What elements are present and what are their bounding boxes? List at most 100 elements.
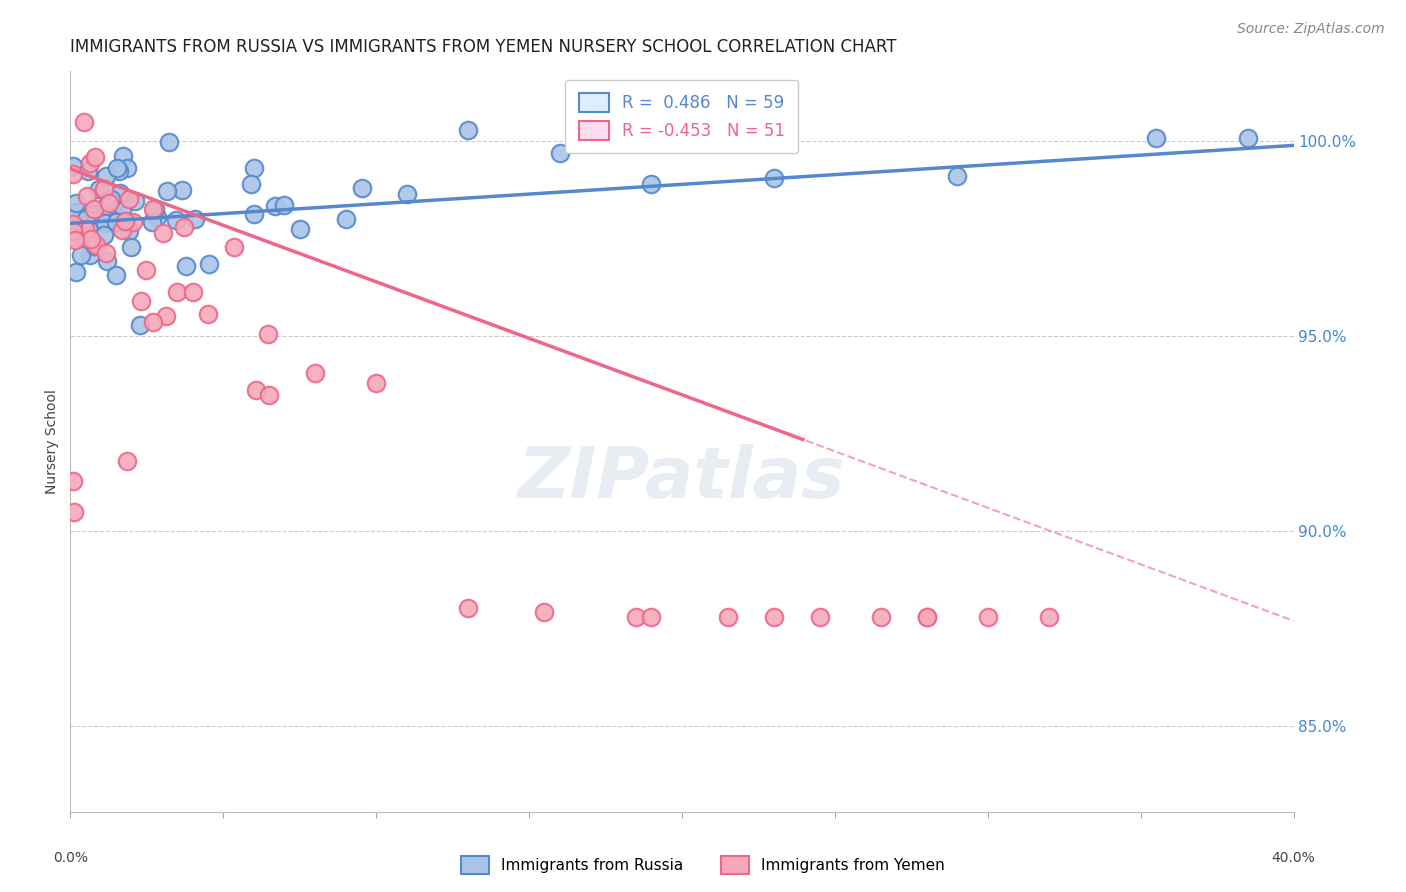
Point: [93, 182, 115, 196]
Point: [93, 228, 115, 243]
Point: [80, 232, 103, 246]
Point: [240, 177, 263, 191]
Point: [242, 207, 264, 221]
Point: [1236, 130, 1258, 145]
Point: [548, 146, 571, 161]
Point: [257, 388, 280, 402]
Point: [111, 223, 134, 237]
Point: [107, 163, 129, 178]
Point: [84, 238, 107, 252]
Point: [84, 239, 107, 253]
Point: [62, 505, 84, 519]
Point: [152, 226, 174, 240]
Point: [129, 294, 152, 309]
Point: [640, 177, 662, 191]
Point: [141, 315, 163, 329]
Point: [304, 366, 326, 380]
Point: [63, 233, 86, 247]
Point: [155, 309, 177, 323]
Point: [62, 167, 84, 181]
Point: [869, 610, 891, 624]
Point: [83, 207, 105, 221]
Point: [264, 199, 287, 213]
Point: [173, 220, 195, 235]
Point: [124, 194, 146, 209]
Point: [96, 246, 118, 260]
Point: [976, 610, 998, 624]
Point: [65, 265, 87, 279]
Point: [156, 184, 179, 198]
Point: [143, 202, 166, 217]
Point: [115, 454, 138, 468]
Point: [105, 268, 128, 283]
Point: [915, 610, 938, 624]
Point: [181, 285, 204, 299]
Point: [135, 263, 157, 277]
Point: [63, 230, 86, 244]
Point: [184, 212, 207, 227]
Point: [197, 307, 219, 321]
Point: [1038, 610, 1060, 624]
Text: Source: ZipAtlas.com: Source: ZipAtlas.com: [1237, 22, 1385, 37]
Point: [94, 216, 117, 230]
Point: [224, 240, 246, 254]
Point: [142, 202, 165, 216]
Point: [624, 610, 647, 624]
Point: [395, 187, 418, 202]
Text: ZIPatlas: ZIPatlas: [519, 444, 845, 513]
Point: [73, 115, 96, 129]
Point: [75, 211, 97, 226]
Point: [129, 318, 152, 332]
Point: [118, 193, 141, 207]
Point: [79, 156, 101, 170]
Point: [100, 192, 122, 206]
Point: [762, 610, 785, 624]
Text: 40.0%: 40.0%: [1271, 851, 1316, 864]
Point: [62, 474, 84, 488]
Point: [94, 199, 117, 213]
Point: [762, 171, 785, 186]
Point: [118, 224, 141, 238]
Point: [457, 123, 479, 137]
Point: [457, 600, 479, 615]
Legend: R =  0.486   N = 59, R = -0.453   N = 51: R = 0.486 N = 59, R = -0.453 N = 51: [565, 79, 799, 153]
Point: [87, 182, 110, 196]
Point: [105, 161, 128, 175]
Point: [273, 198, 295, 212]
Point: [112, 148, 135, 162]
Point: [172, 183, 194, 197]
Point: [79, 248, 101, 262]
Point: [65, 204, 87, 219]
Point: [352, 181, 374, 195]
Point: [174, 260, 197, 274]
Point: [120, 240, 142, 254]
Point: [1144, 130, 1167, 145]
Point: [243, 161, 266, 175]
Legend: Immigrants from Russia, Immigrants from Yemen: Immigrants from Russia, Immigrants from …: [456, 850, 950, 880]
Point: [245, 383, 267, 397]
Point: [62, 159, 84, 173]
Point: [115, 161, 138, 176]
Point: [165, 212, 187, 227]
Point: [98, 195, 121, 210]
Text: IMMIGRANTS FROM RUSSIA VS IMMIGRANTS FROM YEMEN NURSERY SCHOOL CORRELATION CHART: IMMIGRANTS FROM RUSSIA VS IMMIGRANTS FRO…: [70, 38, 897, 56]
Point: [76, 188, 98, 202]
Point: [122, 215, 145, 229]
Point: [75, 222, 97, 236]
Point: [335, 211, 357, 226]
Point: [83, 149, 105, 163]
Point: [257, 327, 280, 342]
Point: [94, 169, 117, 184]
Point: [946, 169, 969, 183]
Point: [62, 217, 84, 231]
Text: 0.0%: 0.0%: [53, 851, 87, 864]
Point: [77, 222, 100, 236]
Y-axis label: Nursery School: Nursery School: [45, 389, 59, 494]
Point: [288, 222, 311, 236]
Point: [111, 215, 134, 229]
Point: [915, 610, 938, 624]
Point: [62, 224, 84, 238]
Point: [83, 202, 105, 216]
Point: [198, 257, 221, 271]
Point: [166, 285, 188, 300]
